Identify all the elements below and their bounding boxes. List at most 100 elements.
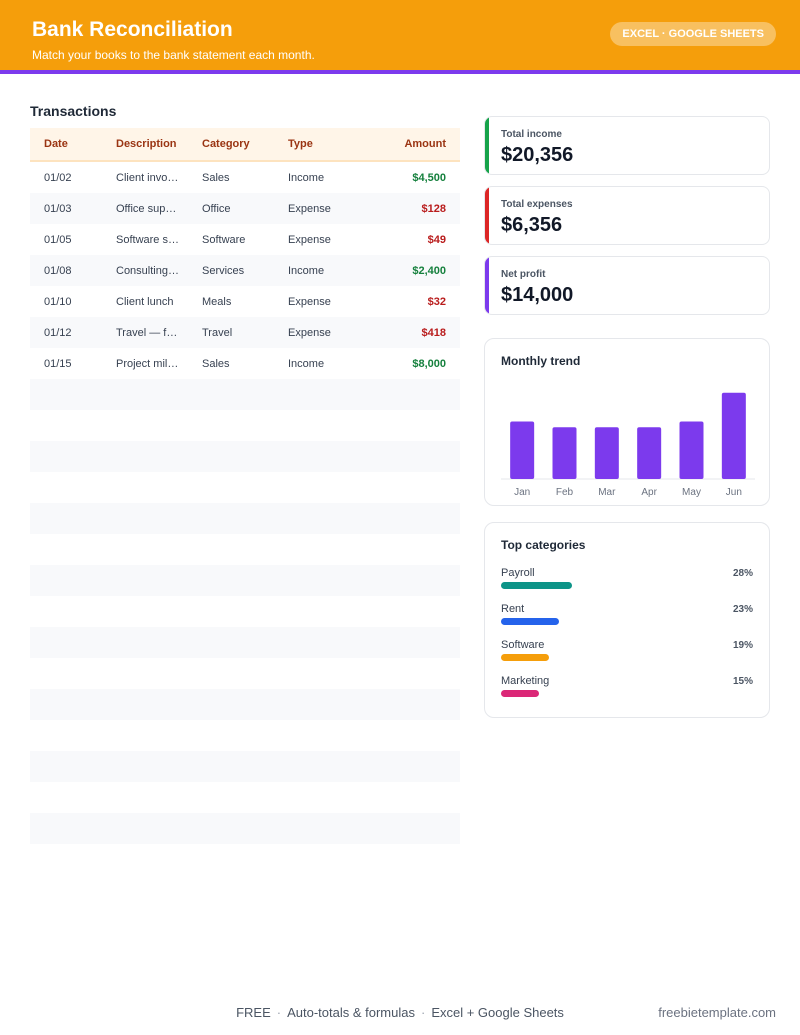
table-row[interactable]: 01/05 Software s… Software Expense $49 (30, 224, 460, 255)
table-body: 01/02 Client invo… Sales Income $4,500 01/03 O… (30, 162, 460, 379)
footer-site-link[interactable]: freebietemplate.com (658, 1005, 776, 1020)
stat-value: $20,356 (501, 144, 574, 166)
chart-bar-apr (637, 427, 662, 479)
empty-table-row[interactable] (30, 534, 460, 565)
cell-description: Travel — f… (116, 326, 178, 339)
table-row[interactable]: 01/10 Client lunch Meals Expense $32 (30, 286, 460, 317)
cell-category: Office (202, 202, 231, 215)
chart-tick-label: Mar (598, 487, 616, 498)
empty-table-row[interactable] (30, 689, 460, 720)
category-bar (501, 618, 559, 625)
chart-bar-mar (594, 427, 619, 479)
stat-accent-bar (485, 187, 489, 244)
cell-date: 01/02 (44, 171, 72, 184)
cell-amount: $2,400 (412, 264, 446, 277)
category-percent: 15% (732, 676, 753, 687)
footer-item: FREE (236, 1005, 271, 1020)
cell-category: Meals (202, 295, 232, 308)
cell-amount: $49 (427, 233, 446, 246)
header: Bank Reconciliation Match your books to … (0, 0, 800, 70)
table-row[interactable]: 01/03 Office sup… Office Expense $128 (30, 193, 460, 224)
cell-category: Sales (202, 357, 230, 370)
empty-table-row[interactable] (30, 441, 460, 472)
empty-table-row[interactable] (30, 503, 460, 534)
top-categories-title: Top categories (501, 538, 586, 552)
table-row[interactable]: 01/02 Client invo… Sales Income $4,500 (30, 162, 460, 193)
cell-type: Expense (288, 202, 331, 215)
cell-date: 01/03 (44, 202, 72, 215)
empty-table-row[interactable] (30, 813, 460, 844)
transactions-title: Transactions (30, 103, 117, 119)
chart-bar-jun (721, 392, 746, 479)
stat-label: Net profit (501, 269, 546, 280)
monthly-trend-chart: Jan Feb Mar Apr May Jun (501, 392, 755, 498)
column-header-amount[interactable]: Amount (404, 138, 446, 150)
footer-item: Auto-totals & formulas (287, 1005, 415, 1020)
cell-amount: $418 (421, 326, 446, 339)
empty-table-row[interactable] (30, 720, 460, 751)
empty-table-row[interactable] (30, 472, 460, 503)
table-row[interactable]: 01/08 Consulting… Services Income $2,400 (30, 255, 460, 286)
stat-label: Total expenses (501, 199, 573, 210)
page-title: Bank Reconciliation (32, 18, 233, 41)
cell-category: Sales (202, 171, 230, 184)
empty-table-row[interactable] (30, 627, 460, 658)
cell-description: Project mil… (116, 357, 179, 370)
table-row[interactable]: 01/12 Travel — f… Travel Expense $418 (30, 317, 460, 348)
stat-label: Total income (501, 129, 562, 140)
column-header-type[interactable]: Type (288, 138, 313, 150)
category-label: Software (501, 639, 545, 651)
cell-type: Expense (288, 233, 331, 246)
footer-separator: · (276, 1005, 282, 1020)
column-header-description[interactable]: Description (116, 138, 177, 150)
cell-description: Client invo… (116, 171, 179, 184)
cell-type: Income (288, 264, 325, 277)
column-header-date[interactable]: Date (44, 138, 68, 150)
category-percent: 23% (732, 604, 753, 615)
category-bar (501, 654, 549, 661)
category-label: Rent (501, 603, 525, 615)
category-percent: 19% (732, 640, 753, 651)
empty-table-row[interactable] (30, 782, 460, 813)
empty-table-row[interactable] (30, 596, 460, 627)
cell-description: Office sup… (116, 202, 177, 215)
category-label: Marketing (501, 675, 550, 687)
cell-category: Travel (202, 326, 233, 339)
stat-card: Net profit $14,000 (484, 256, 770, 315)
empty-table-row[interactable] (30, 410, 460, 441)
cell-amount: $4,500 (412, 171, 446, 184)
category-bar (501, 690, 539, 697)
column-header-category[interactable]: Category (202, 138, 250, 150)
cell-type: Income (288, 357, 325, 370)
cell-amount: $32 (427, 295, 446, 308)
category-label: Payroll (501, 567, 535, 579)
format-badge: EXCEL · GOOGLE SHEETS (610, 22, 776, 46)
cell-description: Consulting… (116, 264, 179, 277)
cell-type: Expense (288, 326, 331, 339)
header-stripe (0, 70, 800, 74)
cell-date: 01/10 (44, 295, 72, 308)
cell-category: Services (202, 264, 245, 277)
empty-table-row[interactable] (30, 658, 460, 689)
chart-tick-label: Jun (726, 487, 742, 498)
category-percent: 28% (732, 568, 753, 579)
empty-table-row[interactable] (30, 751, 460, 782)
cell-date: 01/08 (44, 264, 72, 277)
footer: FREE · Auto-totals & formulas · Excel + Goog… (0, 1005, 800, 1020)
cell-amount: $128 (421, 202, 446, 215)
chart-bar-may (679, 421, 704, 479)
top-categories-panel: Top categories Payroll 28% Rent 23% Software… (484, 522, 770, 718)
empty-table-row[interactable] (30, 565, 460, 596)
chart-bar-feb (552, 427, 577, 479)
chart-bar-jan (510, 421, 535, 479)
stat-card: Total income $20,356 (484, 116, 770, 175)
cell-amount: $8,000 (412, 357, 446, 370)
empty-table-row[interactable] (30, 379, 460, 410)
stat-accent-bar (485, 117, 489, 174)
cell-date: 01/15 (44, 357, 72, 370)
table-row[interactable]: 01/15 Project mil… Sales Income $8,000 (30, 348, 460, 379)
stat-accent-bar (485, 257, 489, 314)
page-subtitle: Match your books to the bank statement e… (32, 48, 315, 62)
footer-item: Excel + Google Sheets (431, 1005, 564, 1020)
cell-description: Software s… (116, 233, 179, 246)
